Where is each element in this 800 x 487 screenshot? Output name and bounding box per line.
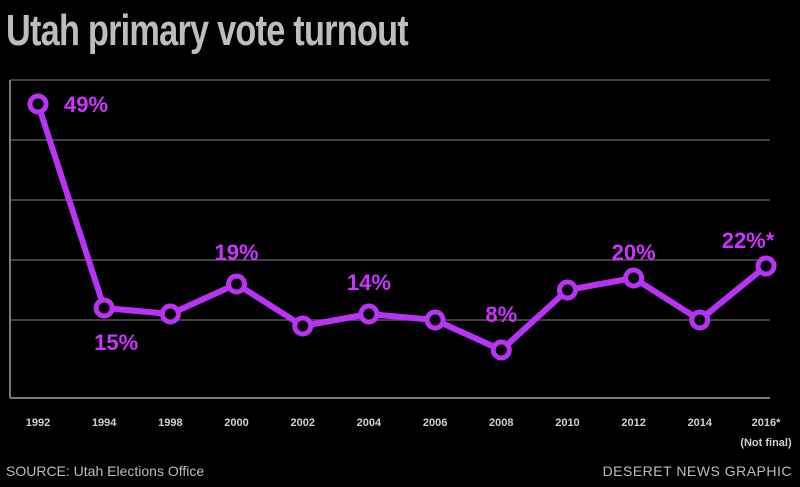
source-note: SOURCE: Utah Elections Office — [6, 463, 205, 479]
x-tick-label: 1994 — [92, 417, 117, 429]
x-tick-label: 2008 — [489, 417, 513, 429]
data-point — [159, 303, 181, 325]
data-point — [490, 339, 512, 361]
x-tick-label: 1998 — [158, 417, 182, 429]
data-label: 14% — [347, 270, 391, 295]
credit-note: DESERET NEWS GRAPHIC — [602, 463, 792, 479]
x-tick-label: 2016* — [752, 417, 781, 429]
gridlines — [10, 79, 770, 321]
x-tick-label: 2002 — [290, 417, 314, 429]
data-point — [292, 315, 314, 337]
x-tick-label: 2004 — [357, 417, 382, 429]
data-point — [27, 93, 49, 115]
series-line — [35, 103, 768, 353]
x-tick-label: 2014 — [688, 417, 713, 429]
data-point — [556, 279, 578, 301]
data-point — [623, 267, 645, 289]
x-tick-label: 2010 — [555, 417, 579, 429]
x-tick-label: 1992 — [26, 417, 50, 429]
data-point — [93, 297, 115, 319]
data-label: 49% — [64, 92, 108, 117]
data-point — [424, 309, 446, 331]
x-tick-label: 2012 — [621, 417, 645, 429]
data-label: 8% — [485, 302, 517, 327]
data-points — [27, 93, 777, 361]
data-point — [689, 309, 711, 331]
x-tick-label: 2000 — [224, 417, 248, 429]
chart-title: Utah primary vote turnout — [6, 6, 409, 55]
x-tick-label: 2006 — [423, 417, 447, 429]
data-label: 20% — [612, 240, 656, 265]
x-axis-ticks: 1992 1994 1998 2000 2002 2004 2006 2008 2010 2012… — [26, 417, 781, 429]
data-label: 22%* — [722, 228, 775, 253]
data-labels: 49% 15% 19% 14% 8% 20% 22%* — [64, 92, 775, 355]
data-point — [358, 303, 380, 325]
data-label: 15% — [94, 330, 138, 355]
data-point — [755, 255, 777, 277]
x-tick-note: (Not final) — [740, 437, 792, 449]
data-point — [226, 273, 248, 295]
data-label: 19% — [215, 240, 259, 265]
